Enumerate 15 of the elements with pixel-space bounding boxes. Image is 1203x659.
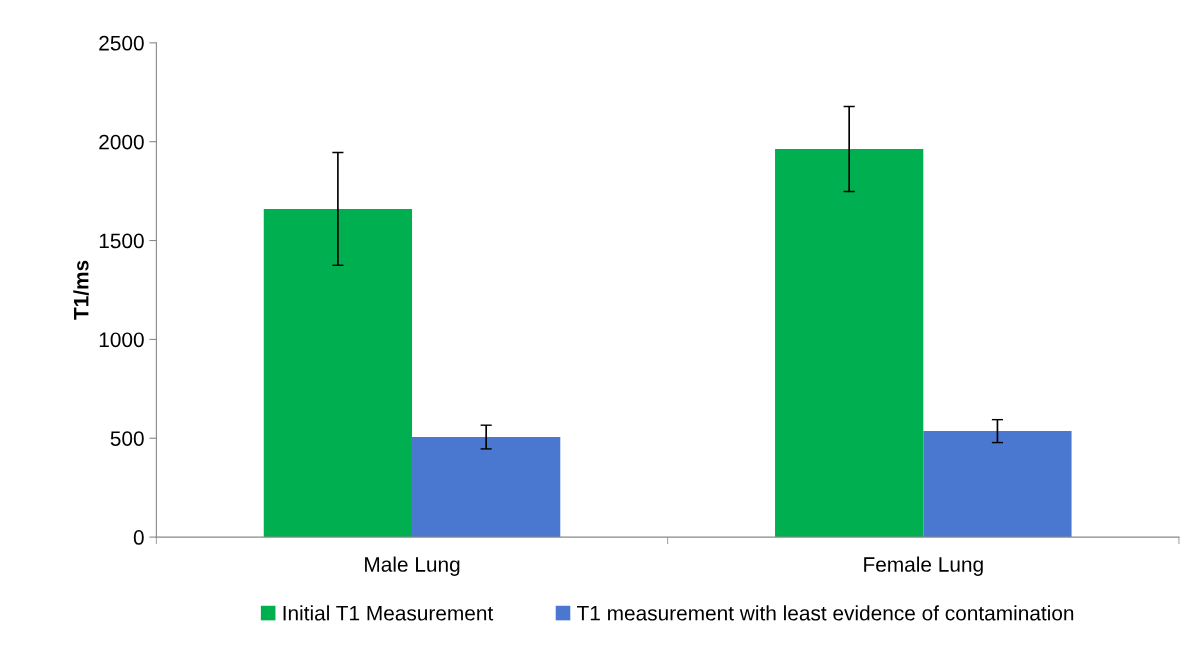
legend-label: T1 measurement with least evidence of contamination <box>577 605 1074 621</box>
x-tick-label: Female Lung <box>864 556 983 576</box>
x-tick-label: Male Lung <box>365 556 460 576</box>
y-tick-label: 2000 <box>99 134 144 150</box>
y-tick-label: 2500 <box>99 35 144 51</box>
bar <box>263 208 413 538</box>
y-tick-label: 1500 <box>99 233 144 249</box>
y-tick-label: 500 <box>110 431 144 446</box>
bar <box>923 431 1072 538</box>
y-tick-label: 0 <box>133 530 144 545</box>
y-tick-label: 1000 <box>99 332 144 348</box>
bar <box>412 437 561 538</box>
bar <box>775 149 924 538</box>
y-axis-title: T1/ms <box>73 260 89 320</box>
legend-label: Initial T1 Measurement <box>283 605 494 621</box>
